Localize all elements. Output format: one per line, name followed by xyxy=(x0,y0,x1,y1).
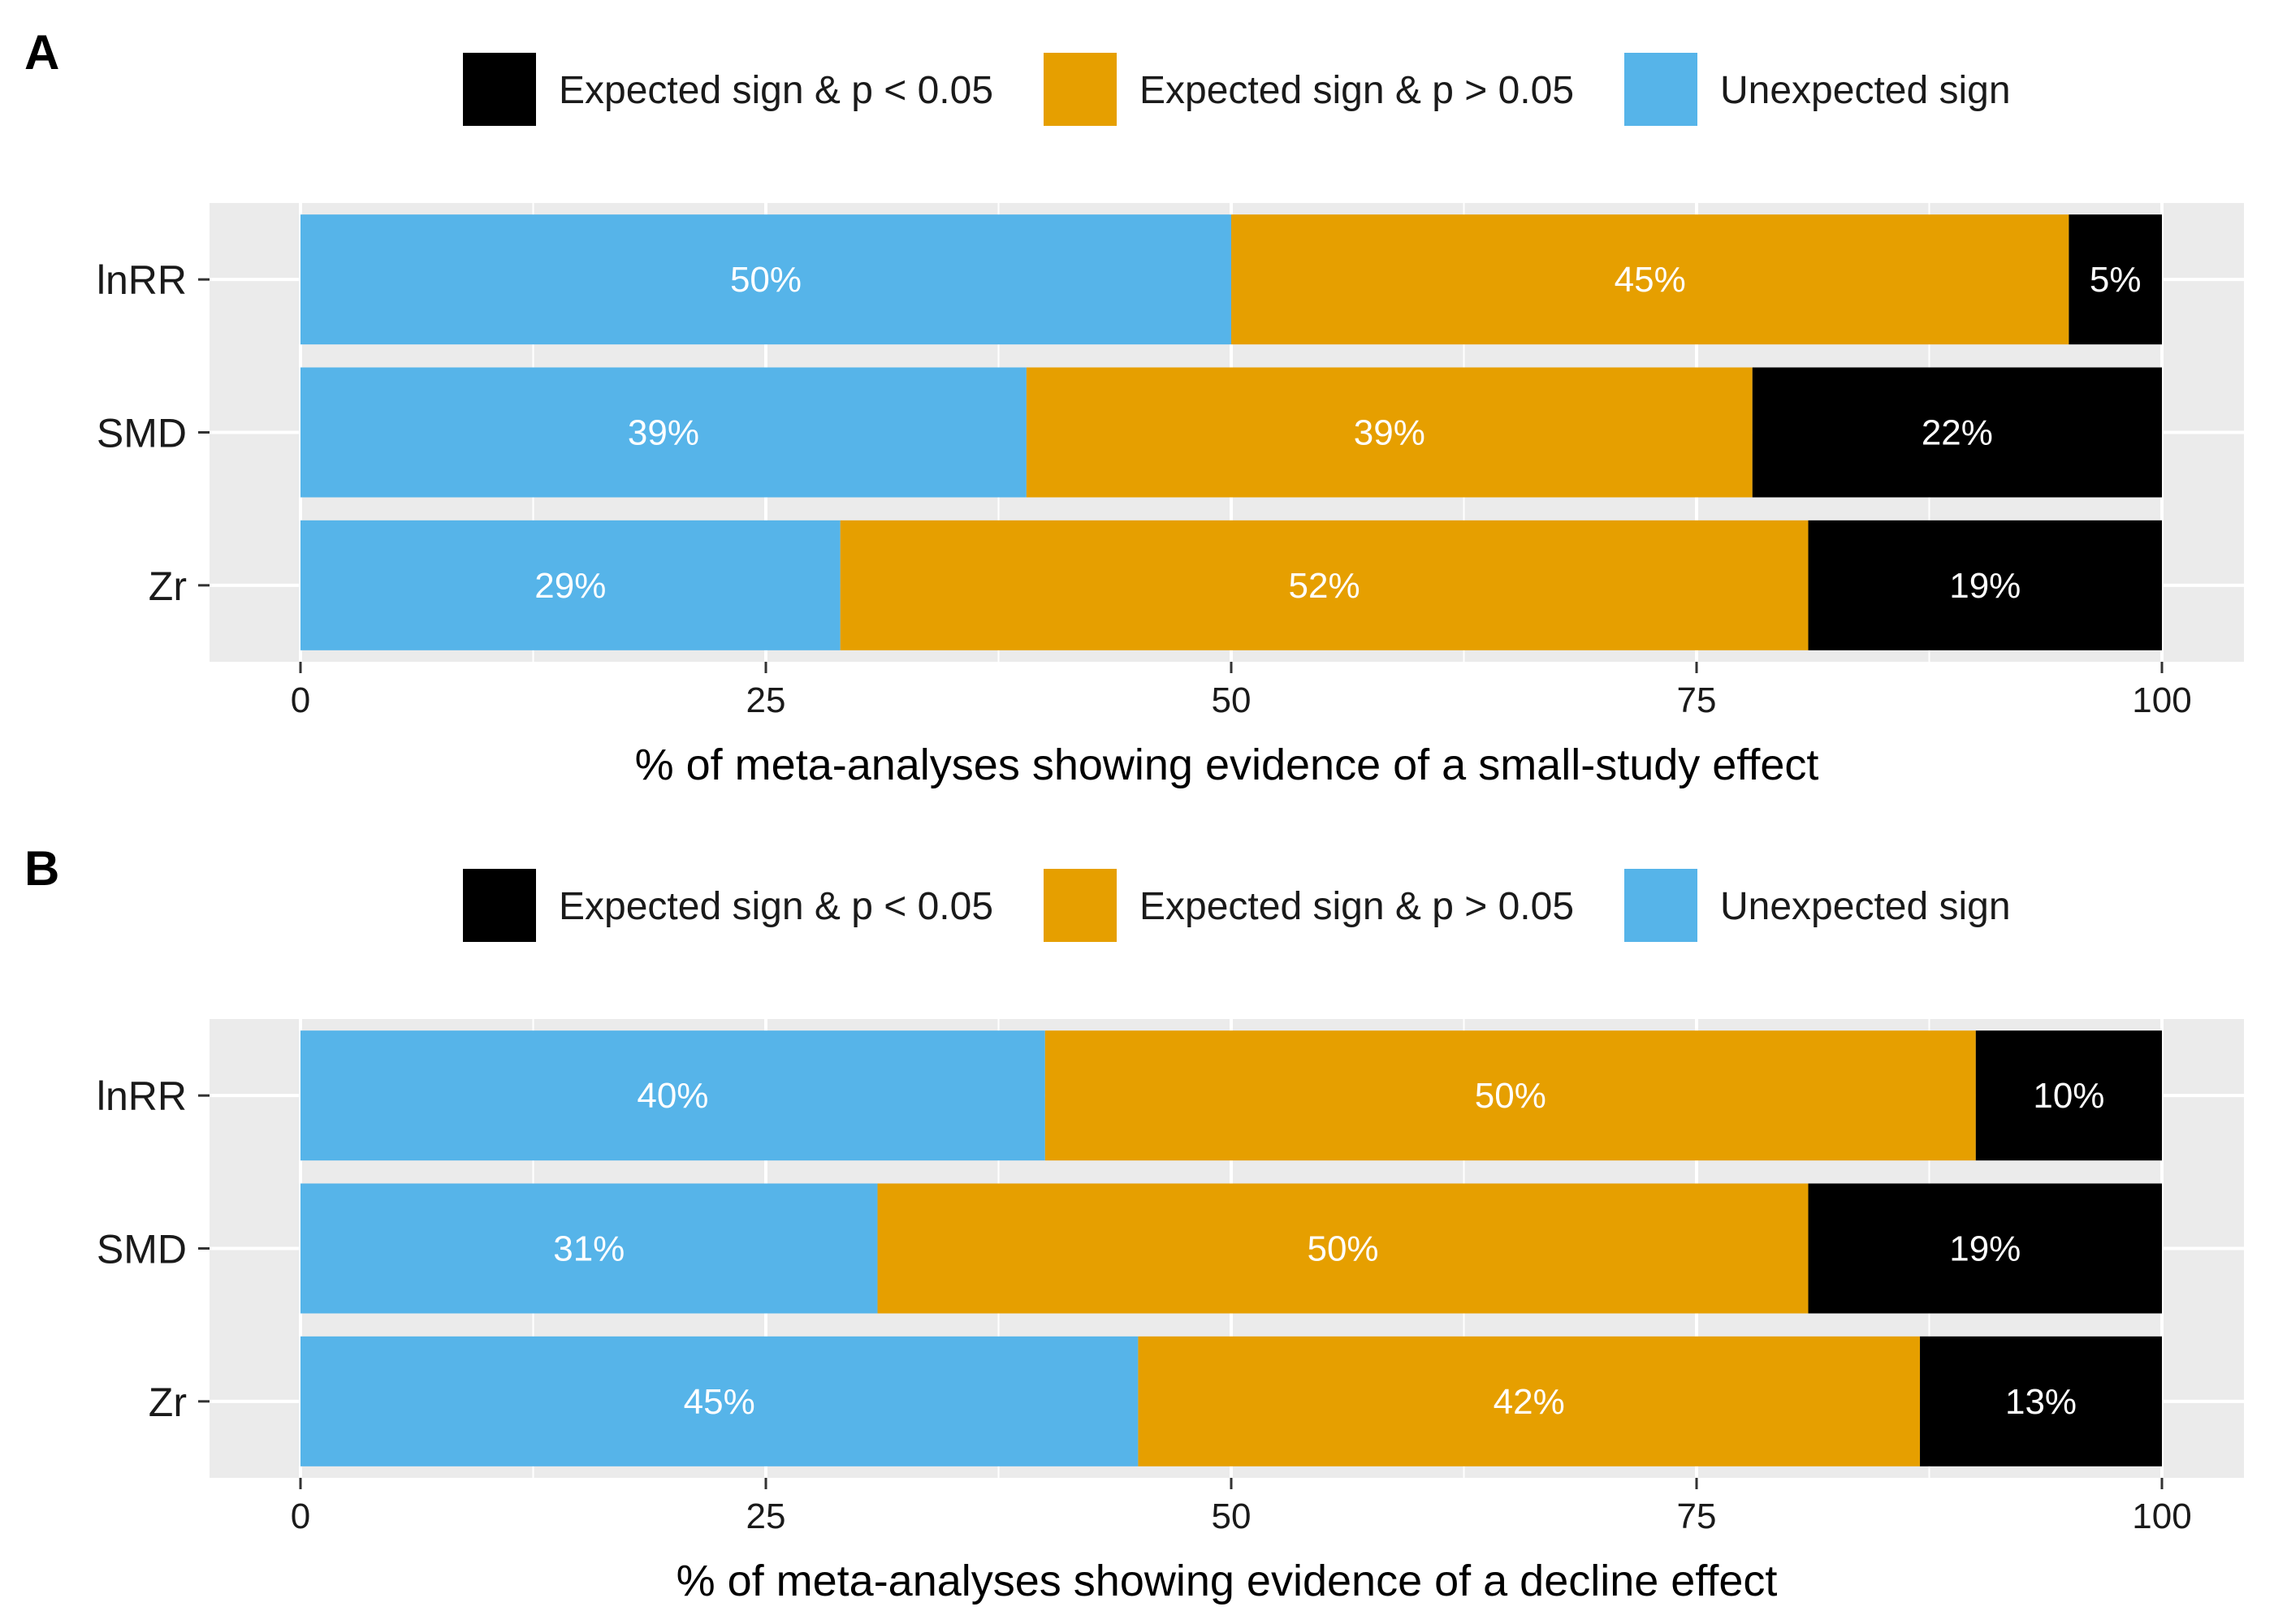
bar-segment xyxy=(300,1183,878,1314)
category-label: lnRR xyxy=(97,1073,187,1119)
x-axis: 0 25 50 75 100 xyxy=(291,662,2192,720)
data-label: 31% xyxy=(553,1229,625,1269)
legend-key xyxy=(1044,53,1117,126)
legend-label: Expected sign & p < 0.05 xyxy=(559,69,993,112)
bar-segment xyxy=(300,1030,1045,1161)
x-tick-label: 75 xyxy=(1677,680,1717,720)
bar-segment xyxy=(2069,214,2162,345)
x-tick-label: 50 xyxy=(1212,680,1252,720)
data-label: 5% xyxy=(2090,260,2142,300)
legend-label: Expected sign & p < 0.05 xyxy=(559,885,993,928)
data-label: 19% xyxy=(1949,1229,2021,1269)
bar-segment xyxy=(1920,1336,2162,1466)
x-tick-label: 25 xyxy=(746,1497,786,1536)
x-axis: 0 25 50 75 100 xyxy=(291,1478,2192,1536)
bar-segment xyxy=(300,520,841,650)
bar-segment xyxy=(1752,367,2162,498)
y-axis: lnRR SMD Zr xyxy=(97,1073,210,1425)
data-label: 29% xyxy=(534,566,606,606)
legend-label: Unexpected sign xyxy=(1720,69,2011,112)
legend-label: Expected sign & p > 0.05 xyxy=(1139,69,1574,112)
category-label: lnRR xyxy=(97,257,187,303)
category-label: SMD xyxy=(97,411,187,456)
panel-label: A xyxy=(24,25,59,80)
legend-key xyxy=(463,869,536,942)
legend-label: Expected sign & p > 0.05 xyxy=(1139,885,1574,928)
bar-segment xyxy=(1975,1030,2162,1161)
y-axis: lnRR SMD Zr xyxy=(97,257,210,609)
data-label: 22% xyxy=(1922,413,1993,453)
data-label: 50% xyxy=(730,260,802,300)
data-label: 45% xyxy=(684,1382,755,1422)
bar-segment xyxy=(1044,1030,1976,1161)
data-label: 39% xyxy=(628,413,699,453)
bar-segment xyxy=(300,367,1027,498)
x-tick-label: 0 xyxy=(291,1497,310,1536)
bar-segment xyxy=(1808,520,2162,650)
x-tick-label: 0 xyxy=(291,680,310,720)
bar-segment xyxy=(300,1336,1139,1466)
data-label: 10% xyxy=(2033,1076,2104,1116)
bars: 50% 45% 5% 39% 39% 22% 29% 52% 19% xyxy=(300,214,2162,650)
data-label: 52% xyxy=(1289,566,1360,606)
legend-key xyxy=(1624,869,1697,942)
bar-segment xyxy=(1808,1183,2162,1314)
data-label: 40% xyxy=(637,1076,708,1116)
panel-label: B xyxy=(24,841,59,896)
data-label: 50% xyxy=(1307,1229,1378,1269)
bar-segment xyxy=(840,520,1809,650)
bar-segment xyxy=(300,214,1231,345)
bar-segment xyxy=(1026,367,1753,498)
data-label: 39% xyxy=(1354,413,1425,453)
data-label: 19% xyxy=(1949,566,2021,606)
bar-segment xyxy=(1138,1336,1921,1466)
x-axis-title: % of meta-analyses showing evidence of a… xyxy=(635,741,1819,789)
data-label: 45% xyxy=(1615,260,1686,300)
category-label: Zr xyxy=(149,1380,187,1425)
legend-key xyxy=(463,53,536,126)
legend: Expected sign & p < 0.05 Expected sign & … xyxy=(463,53,2011,126)
legend-key xyxy=(1044,869,1117,942)
data-label: 42% xyxy=(1494,1382,1565,1422)
bar-segment xyxy=(1231,214,2069,345)
category-label: SMD xyxy=(97,1227,187,1272)
x-tick-label: 100 xyxy=(2132,680,2191,720)
bar-segment xyxy=(877,1183,1809,1314)
bars: 40% 50% 10% 31% 50% 19% 45% 42% 13% xyxy=(300,1030,2162,1466)
x-tick-label: 75 xyxy=(1677,1497,1717,1536)
legend-label: Unexpected sign xyxy=(1720,885,2011,928)
x-tick-label: 100 xyxy=(2132,1497,2191,1536)
x-axis-title: % of meta-analyses showing evidence of a… xyxy=(677,1557,1778,1605)
category-label: Zr xyxy=(149,564,187,609)
x-tick-label: 50 xyxy=(1212,1497,1252,1536)
x-tick-label: 25 xyxy=(746,680,786,720)
legend: Expected sign & p < 0.05 Expected sign & … xyxy=(463,869,2011,942)
data-label: 13% xyxy=(2005,1382,2077,1422)
data-label: 50% xyxy=(1475,1076,1546,1116)
legend-key xyxy=(1624,53,1697,126)
